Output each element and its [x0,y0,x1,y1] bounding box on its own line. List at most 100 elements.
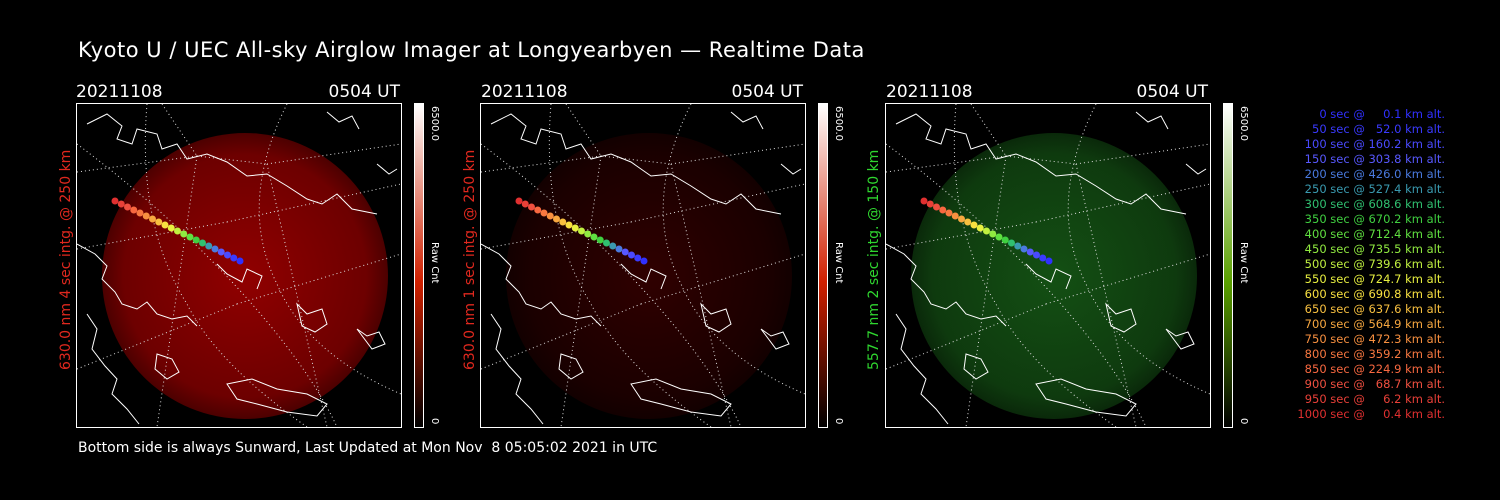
panel-3-side-label: 557.7 nm 2 sec intg. @ 150 km [866,149,882,370]
panel-2-map [481,104,805,427]
panel-3-colorbar-max: 6500.0 [1238,106,1249,141]
panel-1-time: 0504 UT [328,82,401,102]
trajectory-dot [217,248,225,256]
trajectory-dot [933,203,940,211]
trajectory-dot [205,242,213,250]
panel-2-colorbar [818,103,828,428]
trajectory-dot [149,215,156,223]
panel-3-image [885,103,1211,428]
panel-3-colorbar-min: 0 [1238,418,1249,425]
trajectory-dot [130,206,138,214]
trajectory-dot [161,221,169,229]
coastline [77,111,398,425]
panel-1-side-label: 630.0 nm 4 sec intg. @ 250 km [58,149,74,370]
legend-entry: 950 sec @ 6.2 km alt. [1301,392,1445,406]
panel-1-colorbar-max: 6500.0 [429,106,440,141]
trajectory-dot [1001,236,1009,244]
legend-entry: 850 sec @ 224.9 km alt. [1301,362,1445,376]
panel-1-date: 20211108 [76,82,163,102]
trajectory-dot [1026,248,1034,256]
trajectory-dot [192,236,200,244]
airglow-disk [506,133,792,419]
panel-2-side-label: 630.0 nm 1 sec intg. @ 250 km [462,149,478,370]
trajectory-dot [236,257,244,265]
panel-3-colorbar-unit: Raw Cnt [1238,242,1249,284]
legend-entry: 750 sec @ 472.3 km alt. [1301,332,1445,346]
legend-entry: 200 sec @ 426.0 km alt. [1301,167,1445,181]
airglow-disk [911,133,1197,419]
legend-entry: 700 sec @ 564.9 km alt. [1301,317,1445,331]
legend-entry: 650 sec @ 637.6 km alt. [1301,302,1445,316]
legend-entry: 350 sec @ 670.2 km alt. [1301,212,1445,226]
rocket-trajectory [111,197,244,265]
trajectory-dot [958,215,965,223]
panel-2-date: 20211108 [481,82,568,102]
trajectory-dot [590,233,598,241]
trajectory-dot [634,254,642,262]
legend-entry: 0 sec @ 0.1 km alt. [1308,107,1445,121]
trajectory-dot [1033,251,1040,259]
trajectory-dot [180,230,188,238]
trajectory-dot [546,212,554,220]
trajectory-dot [211,245,219,253]
legend-entry: 800 sec @ 359.2 km alt. [1301,347,1445,361]
trajectory-dot [603,239,610,247]
trajectory-dot [155,218,163,226]
trajectory-dot [1008,239,1015,247]
trajectory-dot [528,203,535,211]
panel-1-map [77,104,401,427]
legend-entry: 1000 sec @ 0.4 km alt. [1297,407,1445,421]
trajectory-dot [1014,242,1022,250]
coastline [886,111,1207,425]
trajectory-dot [964,218,972,226]
trajectory-dot [199,239,206,247]
trajectory-dot [995,233,1003,241]
trajectory-dot [1039,254,1047,262]
airglow-disk [102,133,388,419]
panel-1-image [76,103,402,428]
trajectory-dot [640,257,648,265]
panel-1-colorbar-min: 0 [429,418,440,425]
trajectory-dot [578,227,585,235]
panel-2-colorbar-max: 6500.0 [833,106,844,141]
panel-2-time: 0504 UT [731,82,804,102]
legend-entry: 300 sec @ 608.6 km alt. [1301,197,1445,211]
trajectory-dot [117,200,125,208]
footer-status: Bottom side is always Sunward, Last Upda… [78,440,658,456]
trajectory-legend: 0 sec @ 0.1 km alt. 50 sec @ 52.0 km alt… [1265,107,1445,422]
legend-entry: 100 sec @ 160.2 km alt. [1301,137,1445,151]
trajectory-dot [926,200,934,208]
trajectory-dot [615,245,623,253]
legend-entry: 500 sec @ 739.6 km alt. [1301,257,1445,271]
trajectory-dot [111,197,119,205]
panel-2-image [480,103,806,428]
trajectory-dot [553,215,560,223]
trajectory-dot [989,230,997,238]
legend-entry: 600 sec @ 690.8 km alt. [1301,287,1445,301]
trajectory-dot [224,251,231,259]
trajectory-dot [920,197,928,205]
trajectory-dot [1045,257,1053,265]
panel-3-map [886,104,1210,427]
trajectory-dot [571,224,579,232]
trajectory-dot [167,224,175,232]
panel-2-colorbar-unit: Raw Cnt [833,242,844,284]
panel-3-colorbar [1223,103,1233,428]
panel-1-colorbar-unit: Raw Cnt [429,242,440,284]
trajectory-dot [609,242,617,250]
rocket-trajectory [515,197,648,265]
trajectory-dot [559,218,567,226]
trajectory-dot [142,212,150,220]
trajectory-dot [515,197,523,205]
legend-entry: 450 sec @ 735.5 km alt. [1301,242,1445,256]
legend-entry: 550 sec @ 724.7 km alt. [1301,272,1445,286]
legend-entry: 900 sec @ 68.7 km alt. [1301,377,1445,391]
trajectory-dot [621,248,629,256]
page-title: Kyoto U / UEC All-sky Airglow Imager at … [78,38,865,62]
trajectory-dot [970,221,978,229]
trajectory-dot [951,212,959,220]
panel-3-time: 0504 UT [1136,82,1209,102]
trajectory-dot [596,236,604,244]
legend-entry: 150 sec @ 303.8 km alt. [1301,152,1445,166]
panel-3-date: 20211108 [886,82,973,102]
